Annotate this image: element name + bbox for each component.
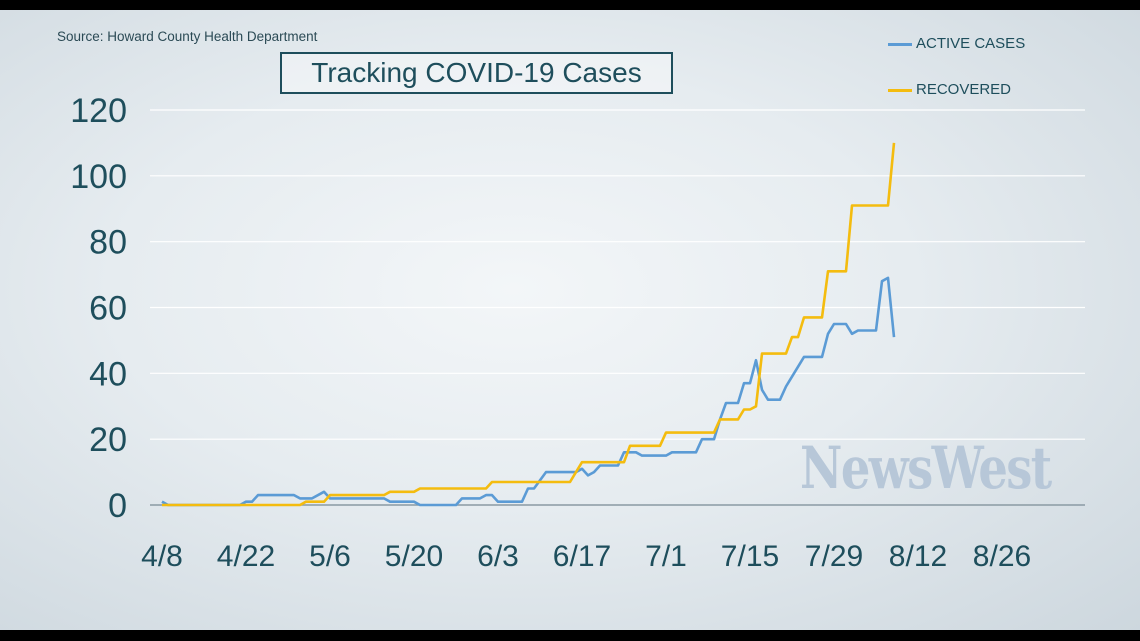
gridlines	[150, 109, 1085, 506]
x-tick-label: 5/6	[309, 540, 351, 573]
legend-label-active: ACTIVE CASES	[916, 35, 1026, 52]
y-tick-label: 80	[89, 224, 127, 262]
y-tick-label: 0	[108, 487, 127, 525]
y-tick-label: 60	[89, 290, 127, 328]
chart-frame: 0 20 40 60 80 100 120 4/8 4/22 5/6 5/20 6/3 6/17 7/1…	[0, 10, 1140, 630]
legend-swatch-recovered	[888, 88, 912, 92]
y-tick-label: 120	[70, 92, 127, 130]
y-tick-label: 40	[89, 355, 127, 393]
line-chart: 0 20 40 60 80 100 120 4/8 4/22 5/6 5/20 6/3 6/17 7/1…	[70, 92, 1085, 573]
x-tick-label: 8/26	[973, 540, 1031, 573]
series-lines	[161, 142, 896, 507]
x-tick-label: 7/1	[645, 540, 687, 573]
legend-label-recovered: RECOVERED	[916, 81, 1012, 98]
y-axis-ticks: 0 20 40 60 80 100 120	[70, 92, 127, 525]
x-axis-ticks: 4/8 4/22 5/6 5/20 6/3 6/17 7/1 7/15 7/29 8/12 8/26	[141, 540, 1031, 573]
x-tick-label: 7/29	[805, 540, 863, 573]
legend-item-recovered: RECOVERED	[888, 81, 1011, 98]
y-tick-label: 100	[70, 158, 127, 196]
chart-title: Tracking COVID-19 Cases	[280, 52, 673, 94]
x-tick-label: 8/12	[889, 540, 947, 573]
newswest-logo: NewsWest	[800, 434, 1052, 502]
x-tick-label: 5/20	[385, 540, 443, 573]
x-tick-label: 6/3	[477, 540, 519, 573]
series-line-recovered	[162, 142, 896, 507]
y-tick-label: 20	[89, 421, 127, 459]
x-tick-label: 4/8	[141, 540, 183, 573]
legend-swatch-active	[888, 42, 912, 46]
series-line-active-cases	[161, 276, 896, 507]
x-tick-label: 6/17	[553, 540, 611, 573]
legend-item-active: ACTIVE CASES	[888, 35, 1025, 52]
x-tick-label: 4/22	[217, 540, 275, 573]
source-note: Source: Howard County Health Department	[57, 29, 318, 44]
x-tick-label: 7/15	[721, 540, 779, 573]
